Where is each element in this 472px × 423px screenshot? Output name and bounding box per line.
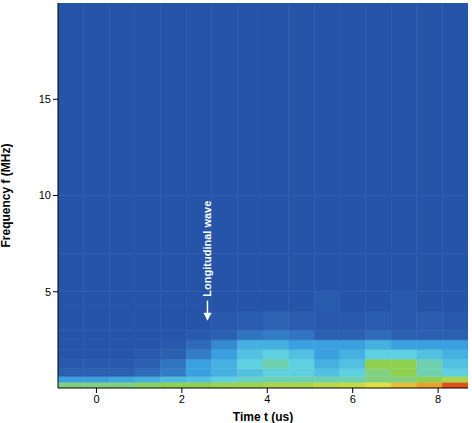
svg-text:8: 8	[435, 393, 441, 405]
svg-text:6: 6	[350, 393, 356, 405]
svg-text:Frequency f (MHz): Frequency f (MHz)	[0, 143, 13, 247]
svg-text:Longitudinal wave: Longitudinal wave	[201, 201, 213, 297]
svg-text:Time t (us): Time t (us)	[233, 410, 293, 423]
svg-text:0: 0	[93, 393, 99, 405]
svg-text:2: 2	[179, 393, 185, 405]
svg-text:4: 4	[264, 393, 270, 405]
svg-text:15: 15	[39, 93, 51, 105]
svg-text:10: 10	[39, 189, 51, 201]
svg-text:5: 5	[45, 286, 51, 298]
